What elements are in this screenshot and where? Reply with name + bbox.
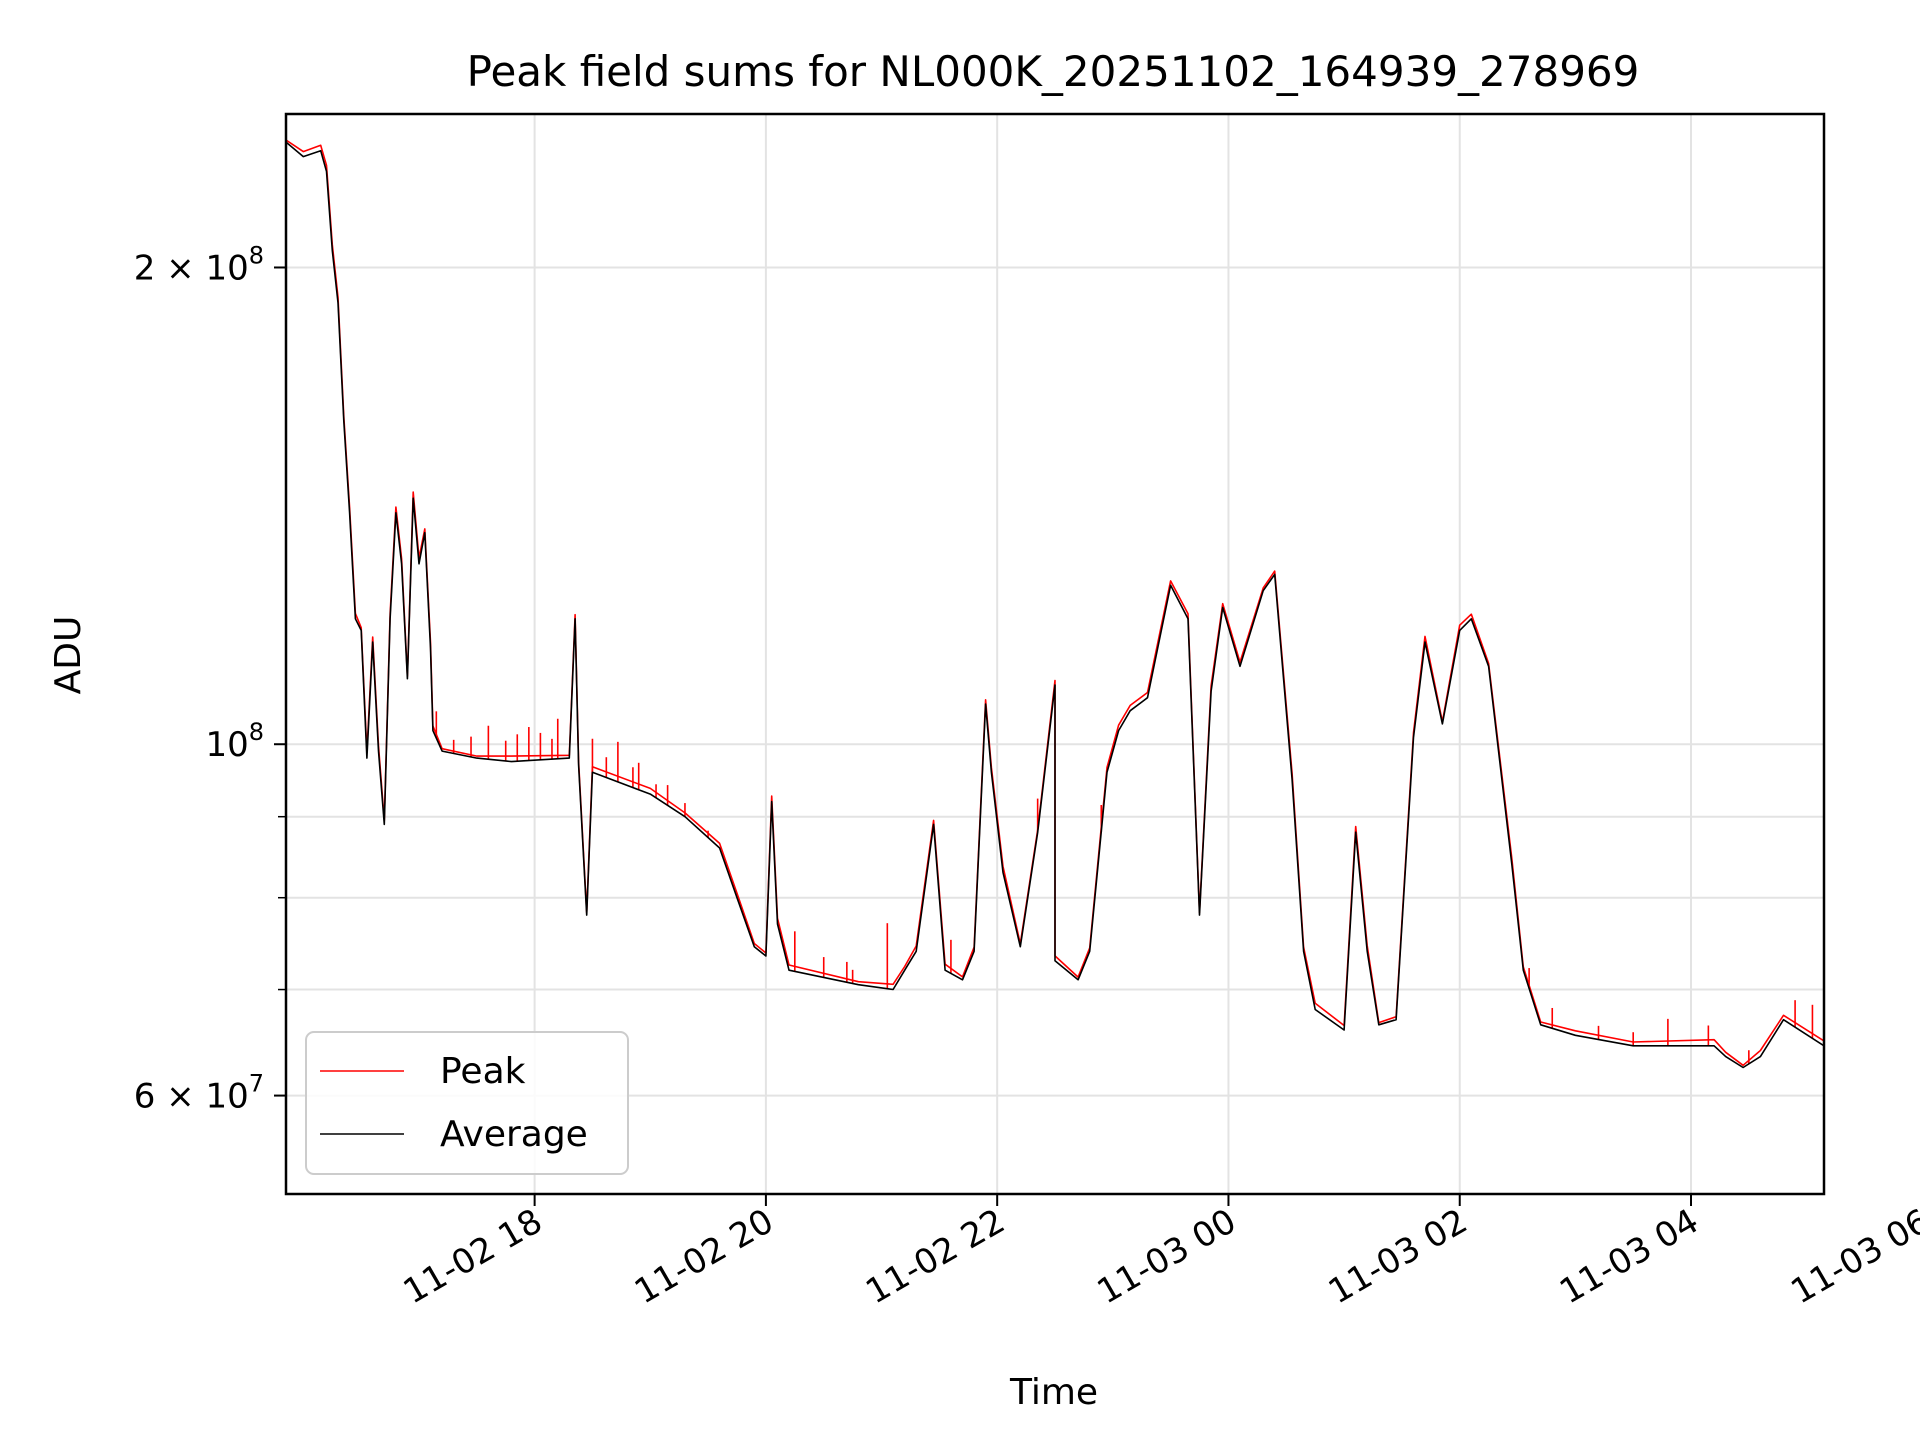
legend-box [305, 1031, 629, 1175]
series-layer [286, 139, 1824, 1069]
legend: Peak Average [305, 1031, 629, 1175]
y-tick-label-exponent: 8 [249, 718, 264, 746]
y-tick-label-base: 6 × 10 [134, 1077, 249, 1117]
y-tick-label: 108 [205, 718, 264, 765]
y-tick-label-base: 2 × 10 [134, 248, 249, 288]
legend-peak-label: Peak [440, 1051, 526, 1092]
y-tick-label: 2 × 108 [134, 241, 264, 288]
y-tick-label-base: 10 [205, 725, 248, 765]
legend-average-label: Average [440, 1114, 588, 1155]
y-tick-label-exponent: 7 [249, 1070, 264, 1098]
y-axis-label: ADU [48, 616, 89, 695]
chart-title: Peak field sums for NL000K_20251102_1649… [467, 47, 1640, 96]
x-axis-label: Time [1009, 1372, 1098, 1413]
y-tick-label-exponent: 8 [249, 241, 264, 269]
y-tick-label: 6 × 107 [134, 1070, 264, 1117]
average-line [286, 141, 1824, 1069]
plot-frame [284, 112, 1826, 1196]
